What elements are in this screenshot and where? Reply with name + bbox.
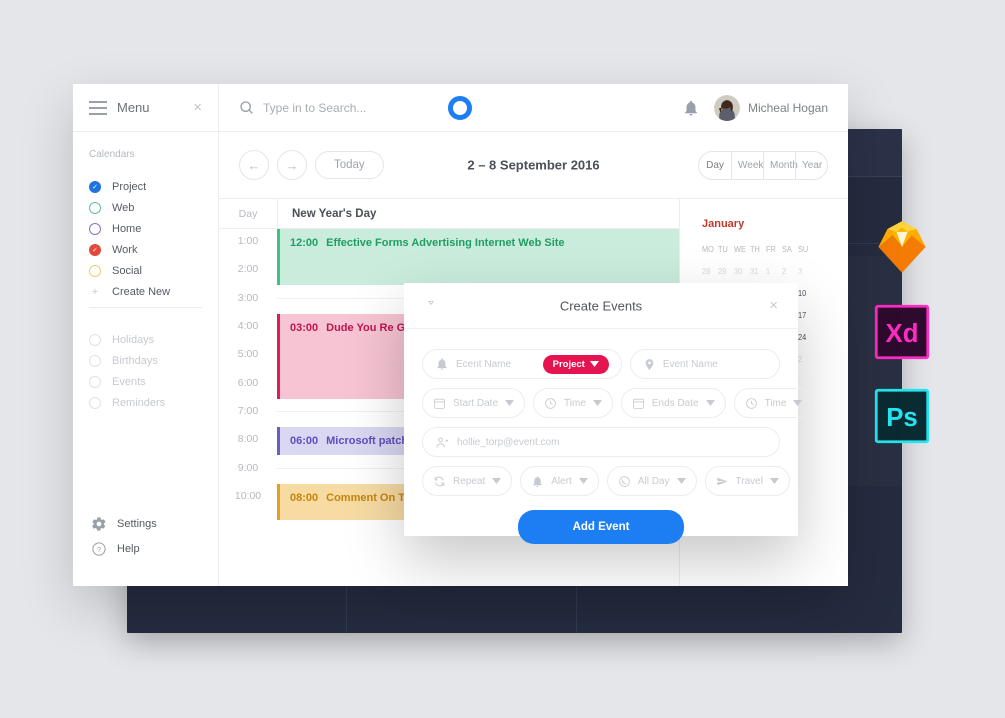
svg-text:Xd: Xd bbox=[886, 320, 919, 348]
svg-text:?: ? bbox=[97, 545, 101, 554]
svg-text:Ps: Ps bbox=[886, 404, 918, 432]
